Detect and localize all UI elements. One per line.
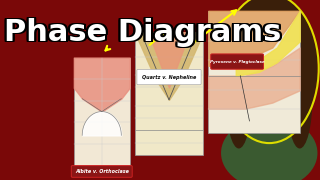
Ellipse shape [221, 117, 317, 180]
Text: Phase Diagrams: Phase Diagrams [6, 17, 283, 46]
Ellipse shape [221, 0, 317, 142]
Text: Phase Diagrams: Phase Diagrams [6, 19, 283, 48]
Bar [74, 58, 130, 166]
FancyBboxPatch shape [137, 69, 201, 85]
Ellipse shape [241, 36, 297, 90]
Ellipse shape [287, 50, 312, 148]
Bar [208, 11, 300, 133]
Bar [260, 74, 278, 95]
FancyBboxPatch shape [211, 54, 263, 69]
Text: Phase Diagrams: Phase Diagrams [4, 17, 281, 46]
Text: Quartz v. Nepheline: Quartz v. Nepheline [142, 75, 196, 80]
Text: Pyroxene v. Plagioclase: Pyroxene v. Plagioclase [210, 60, 265, 64]
Text: Albite v. Orthoclase: Albite v. Orthoclase [75, 169, 129, 174]
Bar [135, 32, 203, 155]
Text: Phase Diagrams: Phase Diagrams [2, 18, 279, 47]
Ellipse shape [226, 50, 252, 148]
Text: Phase Diagrams: Phase Diagrams [6, 18, 283, 47]
Text: Phase Diagrams: Phase Diagrams [2, 19, 279, 48]
Text: Phase Diagrams: Phase Diagrams [4, 19, 281, 48]
Text: Phase Diagrams: Phase Diagrams [2, 17, 279, 46]
Text: Phase Diagrams: Phase Diagrams [4, 18, 281, 47]
FancyBboxPatch shape [71, 166, 132, 177]
Polygon shape [219, 0, 320, 180]
